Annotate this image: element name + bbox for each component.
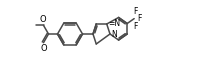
Text: N: N	[112, 30, 117, 39]
Text: F: F	[133, 7, 137, 16]
Text: O: O	[40, 44, 47, 53]
Text: F: F	[133, 22, 137, 31]
Text: F: F	[138, 14, 142, 23]
Text: O: O	[40, 15, 46, 24]
Text: =N: =N	[108, 19, 120, 28]
